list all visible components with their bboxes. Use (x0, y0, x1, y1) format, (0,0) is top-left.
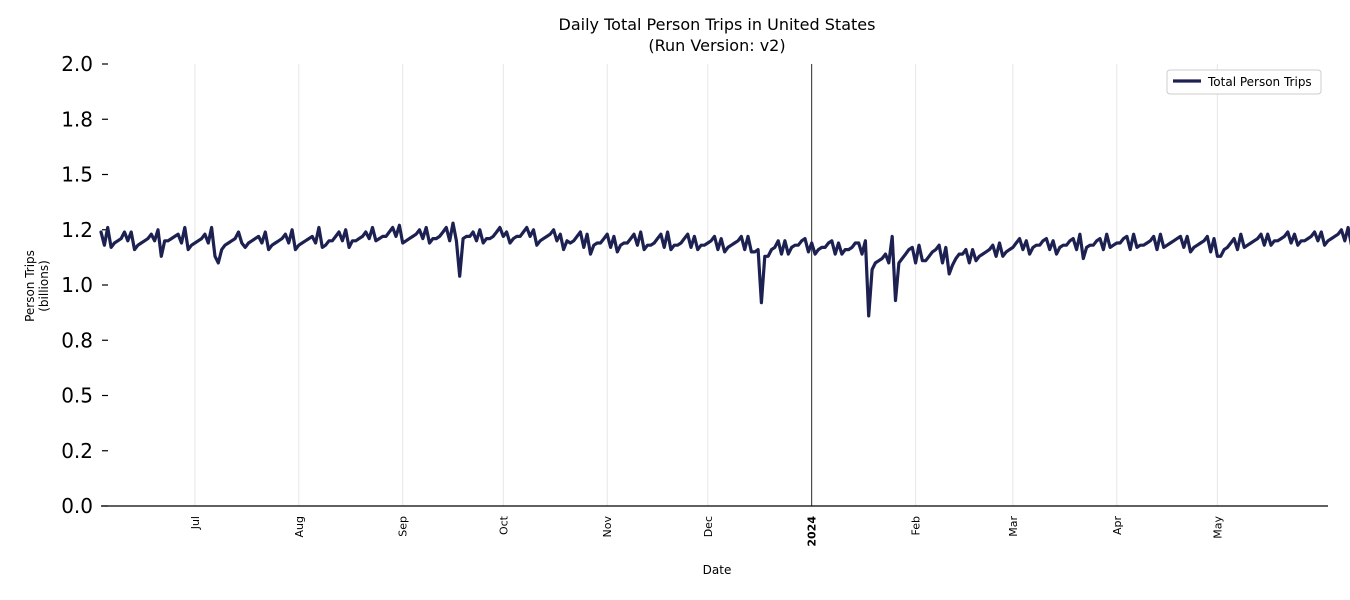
series-line-total-person-trips (99, 221, 1350, 318)
y-axis: 0.0 0.2 0.5 0.8 1.0 1.2 1.5 1.8 2.0 (61, 52, 108, 518)
x-tick-label: Nov (601, 516, 614, 538)
x-tick-label: Oct (497, 515, 510, 535)
y-tick-label: 1.8 (61, 107, 93, 131)
x-tick-label: Sep (397, 516, 410, 537)
chart-subtitle: (Run Version: v2) (648, 36, 785, 55)
x-tick-label: Dec (702, 516, 715, 537)
x-tick-label: 2024 (806, 516, 819, 547)
y-axis-label-main: Person Trips (23, 250, 37, 322)
y-tick-label: 0.2 (61, 439, 93, 463)
chart-title: Daily Total Person Trips in United State… (559, 15, 876, 34)
x-tick-label: Jul (189, 516, 202, 530)
y-tick-label: 0.8 (61, 328, 93, 352)
y-axis-label: Person Trips (billions) (23, 250, 51, 322)
x-tick-label: Apr (1111, 516, 1124, 536)
y-tick-label: 0.5 (61, 384, 93, 408)
y-axis-label-unit: (billions) (37, 260, 51, 312)
vertical-grid (194, 64, 1218, 506)
x-tick-label: May (1211, 516, 1224, 539)
x-axis-label: Date (703, 563, 732, 577)
x-tick-label: Aug (293, 516, 306, 537)
y-tick-label: 1.5 (61, 163, 93, 187)
y-tick-label: 2.0 (61, 52, 93, 76)
y-tick-label: 0.0 (61, 494, 93, 518)
x-tick-label: Mar (1007, 516, 1020, 537)
legend: Total Person Trips (1166, 69, 1322, 95)
x-axis: Jul Aug Sep Oct Nov Dec 2024 Feb Mar Apr May (189, 515, 1225, 546)
y-tick-label: 1.0 (61, 273, 93, 297)
x-tick-label: Feb (910, 516, 923, 535)
y-tick-label: 1.2 (61, 218, 93, 242)
legend-label: Total Person Trips (1207, 75, 1312, 89)
legend-box (1166, 69, 1322, 95)
